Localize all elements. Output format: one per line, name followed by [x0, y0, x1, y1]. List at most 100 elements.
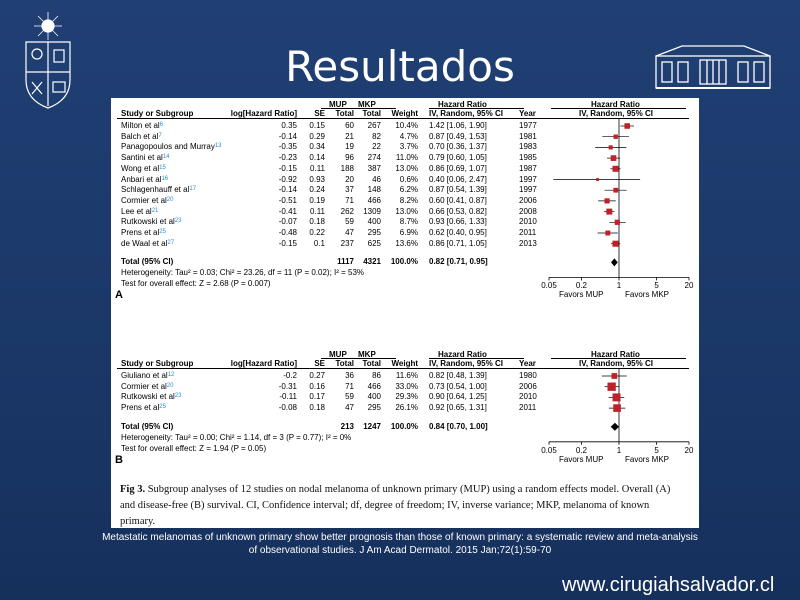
study-loghr: -0.11	[279, 392, 297, 402]
header-bottom-rule	[117, 368, 689, 369]
study-hazard-ratio: 0.86 [0.69, 1.07]	[429, 163, 487, 173]
header-plot-method: IV, Random, 95% CI	[579, 359, 653, 368]
study-hazard-ratio: 0.40 [0.06, 2.47]	[429, 174, 487, 184]
study-reference-number: 14	[162, 154, 170, 161]
panel-label: A	[115, 289, 123, 302]
study-point-estimate	[612, 165, 619, 172]
total-hazard-ratio: 0.84 [0.70, 1.00]	[429, 421, 488, 431]
header-bottom-rule	[117, 118, 689, 119]
study-weight: 11.0%	[395, 153, 418, 163]
study-row-name: Lee et al21	[121, 207, 158, 216]
header-rule-counts	[321, 358, 396, 359]
study-year: 1980	[519, 371, 537, 380]
total-weight: 100.0%	[390, 421, 418, 431]
figure-caption-label: Fig 3.	[120, 484, 146, 495]
study-total-mkp: 400	[367, 392, 381, 402]
study-reference-number: 27	[167, 239, 175, 246]
study-total-mup: 262	[340, 206, 354, 216]
study-reference-number: 17	[189, 186, 197, 193]
study-hazard-ratio: 0.93 [0.66, 1.33]	[429, 217, 487, 227]
study-hazard-ratio: 0.62 [0.40, 0.95]	[429, 228, 487, 237]
study-se: 0.15	[309, 121, 325, 130]
study-point-estimate	[608, 145, 613, 150]
favors-mup-label: Favors MUP	[559, 290, 604, 300]
study-point-estimate	[612, 240, 619, 247]
header-group-plot-hazard-ratio: Hazard Ratio	[591, 350, 640, 359]
study-se: 0.19	[309, 195, 325, 205]
study-total-mkp: 466	[367, 195, 381, 205]
heterogeneity-text: Heterogeneity: Tau² = 0.00; Chi² = 1.14,…	[121, 432, 352, 442]
header-group-mup: MUP	[329, 350, 347, 359]
study-year: 2011	[519, 228, 537, 237]
study-weight: 13.0%	[395, 163, 418, 173]
study-name: Cormier et al	[121, 195, 167, 205]
study-year: 2006	[519, 381, 537, 391]
study-total-mup: 71	[345, 195, 354, 205]
study-total-mup: 60	[345, 121, 354, 130]
plot-axis-tick-label: 1	[616, 281, 622, 291]
study-se: 0.14	[309, 153, 325, 163]
header-rule-plot	[551, 358, 686, 359]
study-year: 2010	[519, 392, 537, 402]
header-se: SE	[314, 109, 325, 118]
study-point-estimate	[606, 208, 613, 215]
study-weight: 0.6%	[399, 174, 418, 184]
study-reference-number: 15	[159, 164, 166, 171]
study-total-mkp: 295	[367, 228, 381, 237]
study-loghr: -0.31	[278, 381, 297, 391]
header-group-mkp: MKP	[358, 100, 376, 109]
header-group-plot-hazard-ratio: Hazard Ratio	[591, 100, 640, 109]
study-total-mkp: 148	[367, 185, 381, 195]
study-total-mup: 47	[345, 228, 354, 237]
forest-plot-svg	[548, 119, 690, 281]
study-weight: 4.7%	[399, 131, 418, 141]
plot-axis-tick-label: 20	[684, 281, 694, 291]
plot-axis-tick-label: 0.2	[575, 281, 587, 291]
total-label: Total (95% CI)	[121, 257, 174, 267]
citation-line-1: Metastatic melanomas of unknown primary …	[102, 532, 698, 543]
study-se: 0.11	[310, 206, 325, 216]
study-row-name: Cormier et al20	[121, 196, 173, 205]
study-total-mup: 21	[345, 131, 354, 141]
study-se: 0.93	[309, 174, 325, 184]
study-hazard-ratio: 0.66 [0.53, 0.82]	[429, 206, 487, 216]
study-reference-number: 16	[161, 175, 169, 182]
citation-reference: Metastatic melanomas of unknown primary …	[0, 531, 800, 557]
study-reference-number: 23	[174, 393, 182, 400]
total-mup: 1117	[337, 257, 354, 267]
favors-mup-label: Favors MUP	[559, 454, 604, 464]
study-name: Prens et al	[121, 403, 160, 413]
study-reference-number: 7	[158, 132, 162, 139]
study-loghr: -0.92	[278, 174, 297, 184]
header-total-mkp: Total	[362, 109, 381, 118]
study-se: 0.18	[309, 403, 325, 413]
study-reference-number: 20	[166, 382, 174, 389]
study-point-estimate	[605, 230, 611, 236]
total-hazard-ratio: 0.82 [0.71, 0.95]	[429, 257, 488, 267]
study-weight: 3.7%	[399, 142, 418, 152]
study-weight: 10.4%	[395, 121, 418, 130]
header-plot-method: IV, Random, 95% CI	[579, 109, 653, 118]
total-diamond	[610, 258, 618, 267]
header-weight: Weight	[391, 359, 418, 368]
forest-plot-figure: MUP MKP Hazard Ratio Hazard Ratio Study or S…	[111, 98, 699, 528]
study-point-estimate	[614, 219, 620, 225]
study-se: 0.27	[309, 371, 325, 380]
study-total-mkp: 1309	[363, 206, 381, 216]
total-mup: 213	[340, 421, 354, 431]
total-mkp: 1247	[363, 421, 381, 431]
study-se: 0.24	[309, 185, 325, 195]
study-name: Rutkowski et al	[121, 217, 175, 227]
study-row-name: de Waal et al27	[121, 239, 174, 248]
study-se: 0.22	[309, 228, 325, 237]
study-loghr: -0.08	[278, 403, 297, 413]
study-total-mkp: 267	[367, 121, 381, 130]
study-total-mkp: 82	[372, 131, 381, 141]
study-total-mup: 19	[345, 142, 354, 152]
study-weight: 33.0%	[395, 381, 418, 391]
study-row-name: Cormier et al20	[121, 382, 173, 391]
study-weight: 11.6%	[395, 371, 418, 380]
study-name: Milton et al	[121, 121, 160, 130]
study-name: Prens et al	[121, 228, 160, 237]
study-point-estimate	[613, 187, 619, 193]
